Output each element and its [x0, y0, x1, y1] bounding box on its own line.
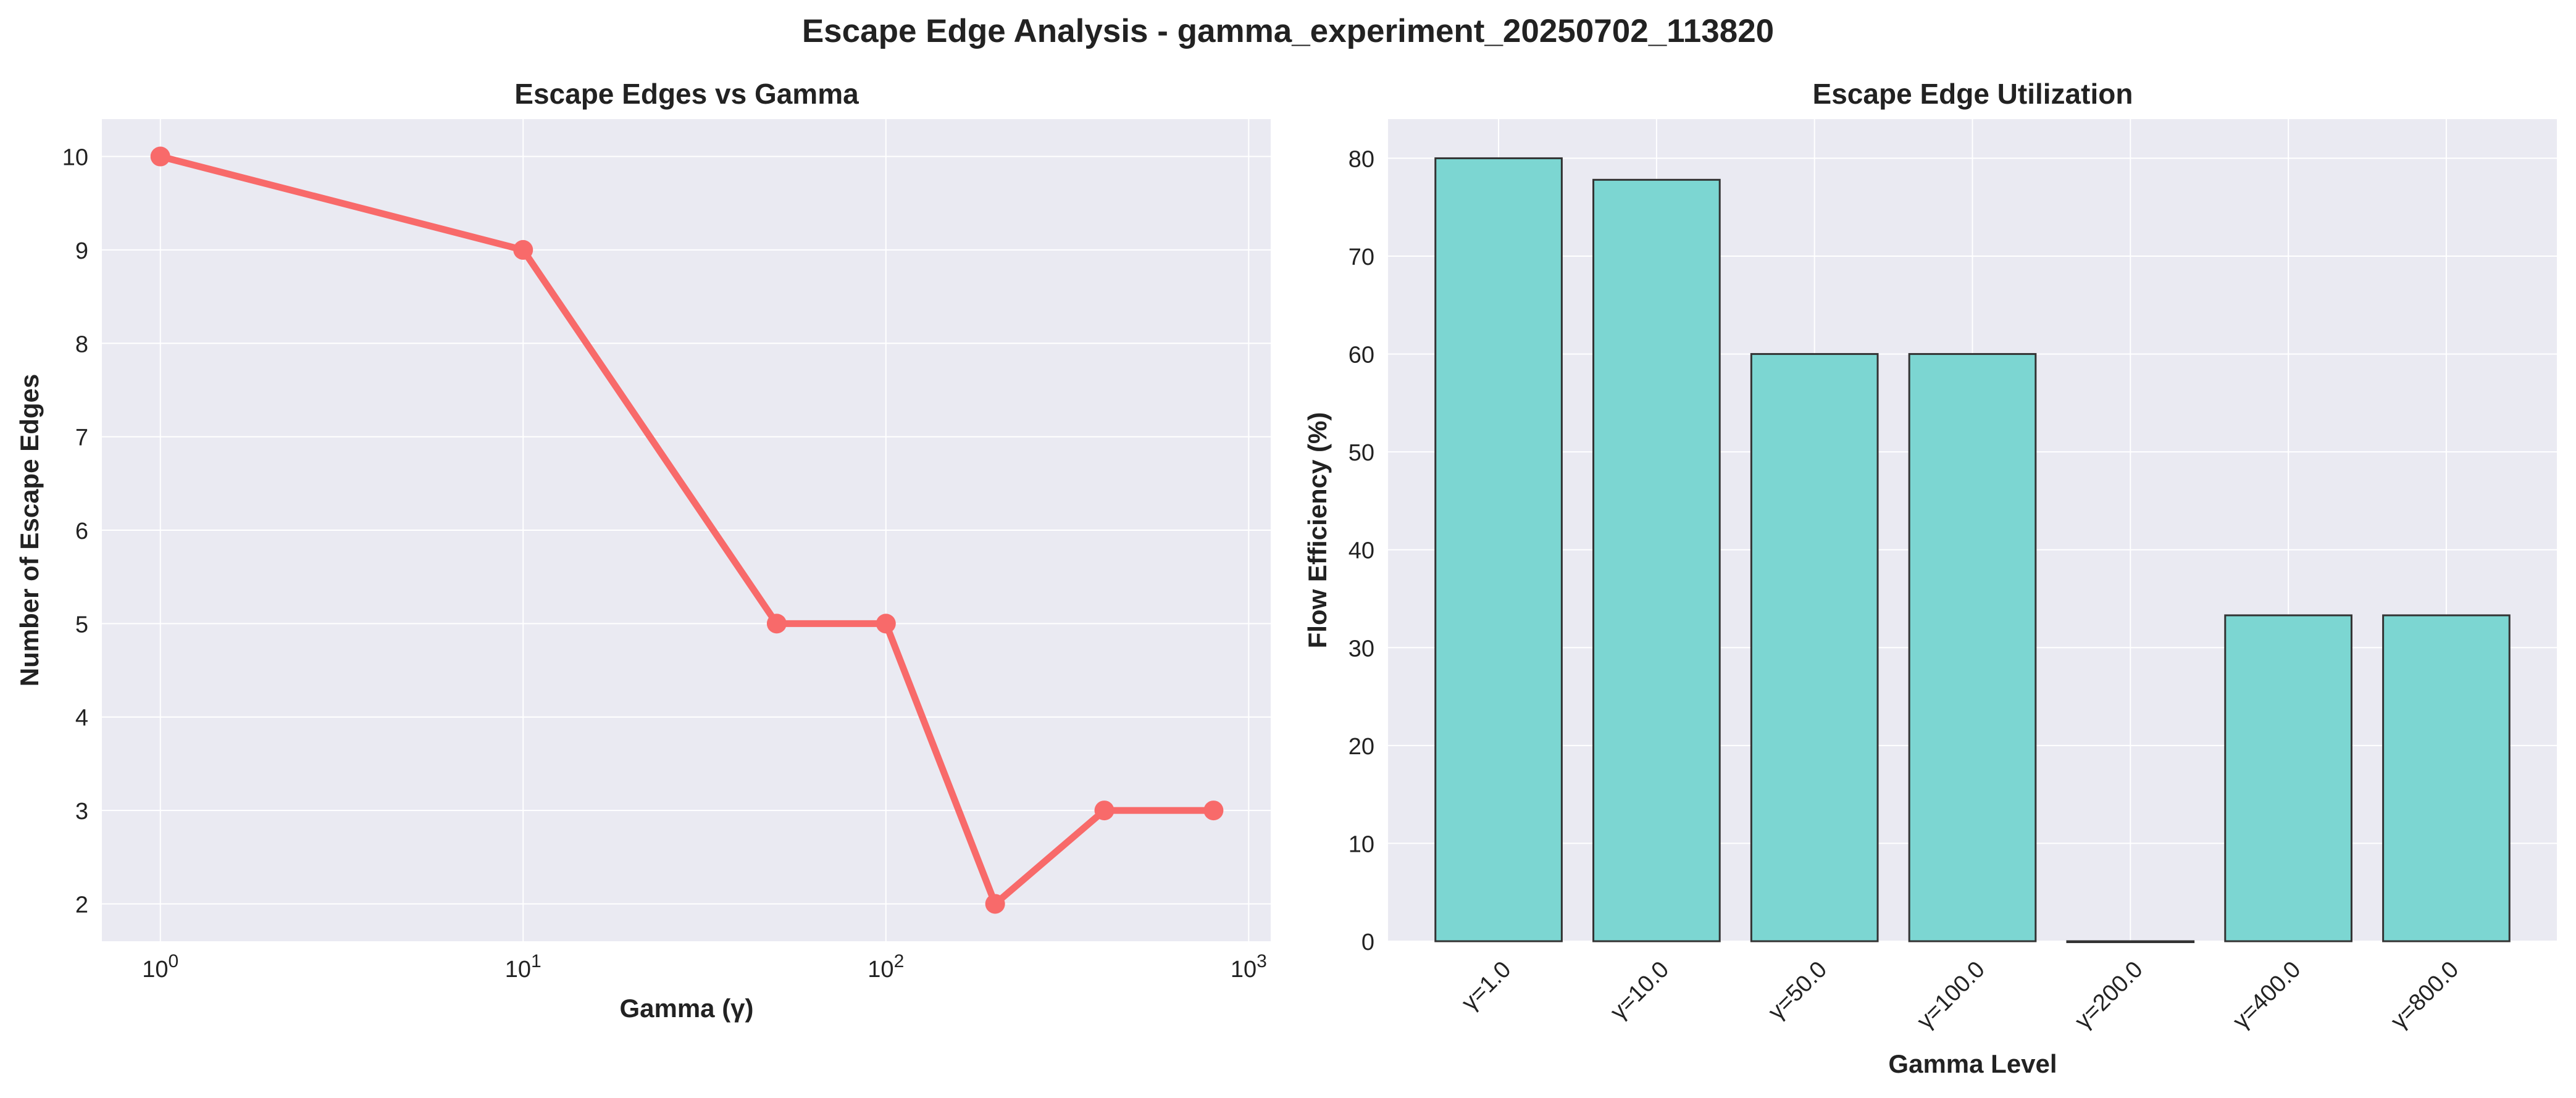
y-tick-label: 5: [75, 612, 88, 638]
line-chart-x-axis-label: Gamma (γ): [619, 994, 753, 1023]
y-tick-label: 30: [1349, 636, 1374, 662]
y-tick-label: 10: [62, 145, 88, 171]
y-tick-label: 9: [75, 238, 88, 264]
bar-chart-bars: [1434, 157, 2511, 943]
y-tick-label: 8: [75, 331, 88, 357]
y-tick-label: 10: [1349, 831, 1374, 857]
x-tick-label: γ=10.0: [1605, 957, 1674, 1025]
x-tick-label: 102: [868, 951, 904, 983]
y-tick-label: 60: [1349, 343, 1374, 368]
bar-chart-y-ticks: 0 10 20 30 40 50 60 70 80: [1349, 146, 1374, 955]
y-tick-label: 7: [75, 425, 88, 451]
data-point: [513, 239, 533, 260]
figure-title: Escape Edge Analysis - gamma_experiment_…: [802, 13, 1774, 49]
bar-γ=100.0: [1908, 353, 2037, 942]
x-tick-label: γ=100.0: [1912, 957, 1990, 1034]
x-tick-label: 103: [1231, 951, 1267, 983]
y-tick-label: 0: [1361, 930, 1374, 955]
y-tick-label: 40: [1349, 538, 1374, 564]
x-tick-label: γ=400.0: [2228, 957, 2306, 1034]
bar-γ=400.0: [2224, 614, 2352, 942]
data-point: [1203, 801, 1224, 821]
y-tick-label: 3: [75, 799, 88, 825]
bar-γ=50.0: [1750, 353, 1879, 942]
line-chart-y-ticks: 2 3 4 5 6 7 8 9 10: [62, 145, 88, 918]
data-point: [1094, 801, 1114, 821]
bar-chart-y-axis-label: Flow Efficiency (%): [1303, 412, 1332, 649]
y-tick-label: 2: [75, 892, 88, 918]
data-point: [985, 894, 1005, 914]
line-chart-y-axis-label: Number of Escape Edges: [15, 374, 44, 686]
x-tick-label: γ=50.0: [1763, 957, 1832, 1025]
bar-chart-x-axis-label: Gamma Level: [1888, 1049, 2057, 1078]
line-chart-grid: [102, 119, 1271, 941]
bar-γ=1.0: [1434, 157, 1563, 942]
x-tick-label: 101: [505, 951, 542, 983]
x-tick-label: γ=800.0: [2386, 957, 2464, 1034]
y-tick-label: 50: [1349, 440, 1374, 466]
x-tick-label: γ=200.0: [2070, 957, 2148, 1034]
y-tick-label: 20: [1349, 734, 1374, 760]
line-chart-x-ticks: 100 101 102 103: [142, 951, 1267, 983]
y-tick-label: 80: [1349, 146, 1374, 172]
x-tick-label: 100: [142, 951, 178, 983]
bar-γ=10.0: [1592, 178, 1721, 942]
x-tick-label: γ=1.0: [1457, 957, 1516, 1016]
y-tick-label: 4: [75, 705, 88, 731]
bar-γ=200.0: [2066, 940, 2195, 943]
data-point: [150, 146, 170, 167]
y-tick-label: 6: [75, 518, 88, 544]
y-tick-label: 70: [1349, 244, 1374, 270]
line-chart-series: [150, 146, 1224, 914]
bar-chart-x-ticks: γ=1.0 γ=10.0 γ=50.0 γ=100.0 γ=200.0 γ=400.0 γ=…: [1457, 957, 2464, 1034]
bar-chart-panel: Escape Edge Utilization 0 10 20 30 40 50 60 70 8…: [1303, 78, 2557, 1078]
data-point: [876, 613, 896, 634]
data-point: [766, 613, 787, 634]
bar-chart-title: Escape Edge Utilization: [1813, 78, 2133, 110]
line-chart-title: Escape Edges vs Gamma: [514, 78, 859, 110]
bar-γ=800.0: [2382, 614, 2511, 942]
